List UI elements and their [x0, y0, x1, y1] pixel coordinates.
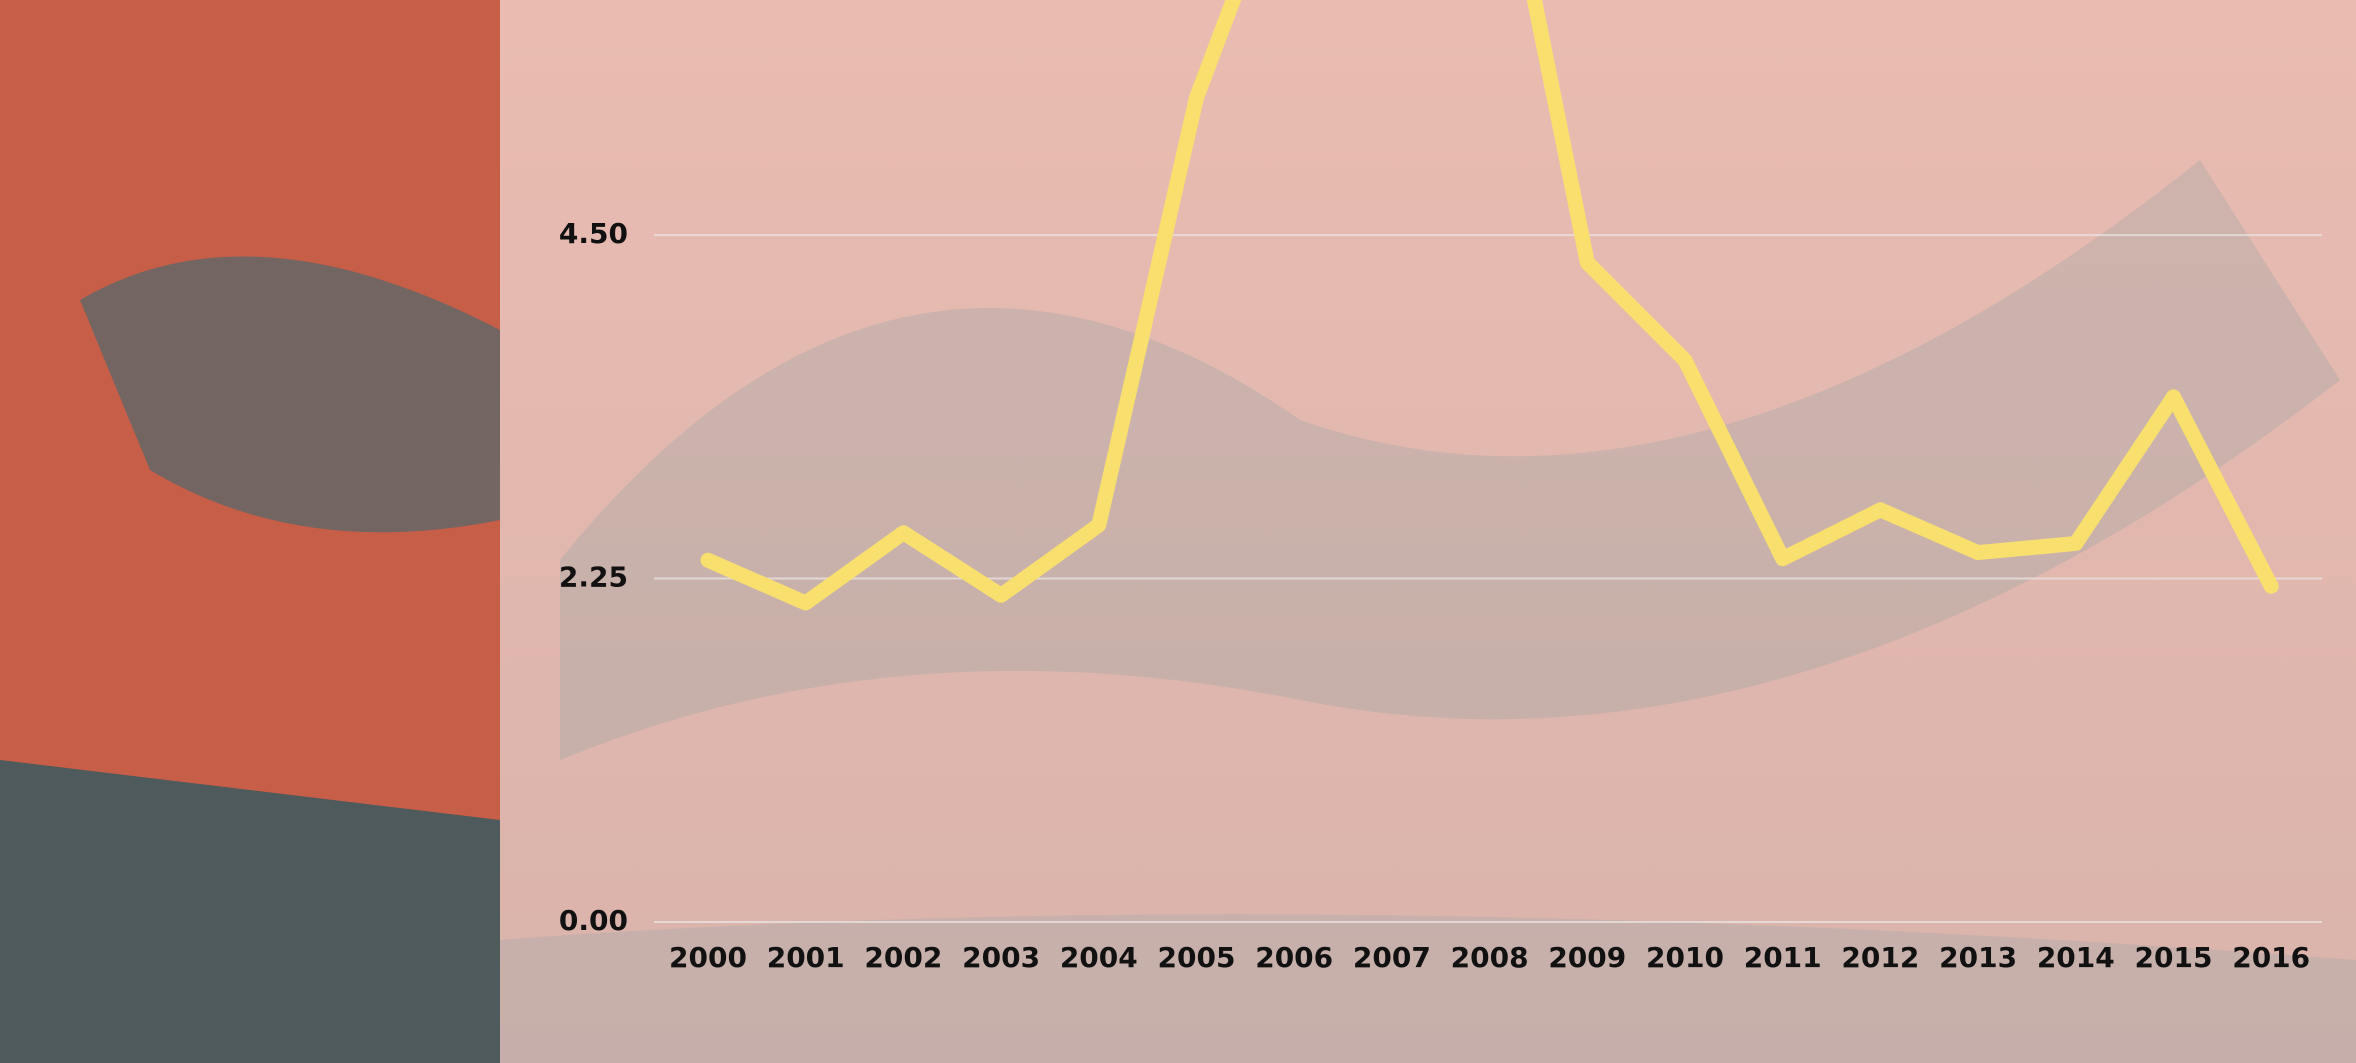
photo-dragon — [80, 256, 500, 533]
x-tick-label: 2010 — [1646, 941, 1724, 974]
x-tick-label: 2014 — [2037, 941, 2115, 974]
plot-area — [654, 0, 2322, 923]
x-tick-label: 2007 — [1353, 941, 1431, 974]
x-tick-label: 2005 — [1158, 941, 1236, 974]
data-line — [700, 0, 2279, 611]
background-dragon — [560, 160, 2340, 760]
y-tick-label: 0.00 — [559, 904, 628, 937]
x-tick-label: 2006 — [1255, 941, 1333, 974]
x-tick-label: 2012 — [1841, 941, 1919, 974]
chart-panel — [500, 0, 2356, 1063]
x-tick-label: 2016 — [2232, 941, 2310, 974]
x-tick-label: 2000 — [669, 941, 747, 974]
x-tick-label: 2002 — [864, 941, 942, 974]
x-tick-label: 2009 — [1548, 941, 1626, 974]
x-tick-label: 2011 — [1744, 941, 1822, 974]
x-tick-label: 2013 — [1939, 941, 2017, 974]
x-tick-label: 2001 — [767, 941, 845, 974]
photo-roof — [0, 760, 500, 1063]
y-tick-label: 4.50 — [559, 217, 628, 250]
x-tick-label: 2008 — [1451, 941, 1529, 974]
x-tick-label: 2015 — [2135, 941, 2213, 974]
x-tick-label: 2003 — [962, 941, 1040, 974]
x-tick-label: 2004 — [1060, 941, 1138, 974]
y-tick-label: 2.25 — [559, 561, 628, 594]
background-roof — [500, 914, 2356, 1063]
